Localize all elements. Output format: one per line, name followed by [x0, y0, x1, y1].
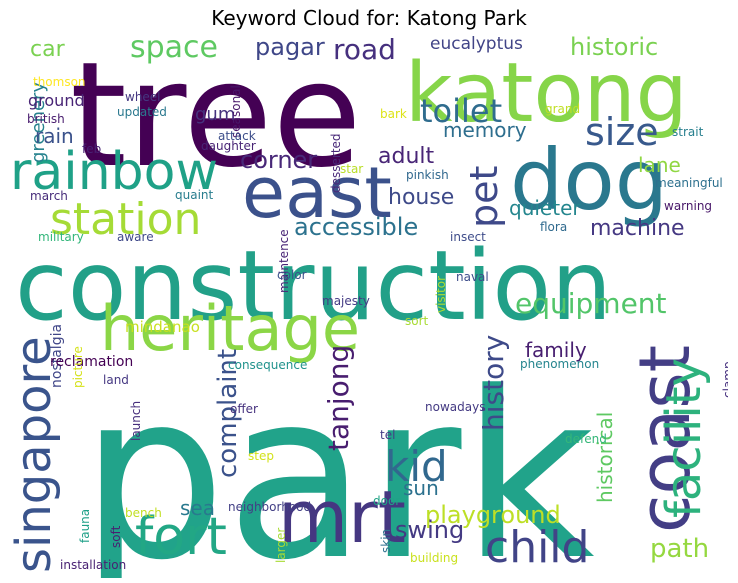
word-construction: construction	[15, 230, 612, 342]
word-memory: memory	[443, 118, 527, 142]
word-katong: katong	[405, 46, 688, 141]
word-cloud: park tree construction katong dog heritage eas…	[10, 33, 728, 578]
word-path: path	[650, 534, 710, 564]
word-rain: rain	[35, 124, 74, 148]
word-daughter: daughter	[201, 139, 256, 153]
word-naval: naval	[456, 270, 489, 284]
word-bark: bark	[380, 107, 407, 121]
word-pet: pet	[462, 165, 506, 228]
word-installation: installation	[60, 558, 127, 572]
word-consequence: consequence	[228, 358, 308, 372]
word-sort: sort	[405, 314, 429, 328]
word-color: color	[277, 268, 307, 282]
word-historic: historic	[570, 33, 659, 61]
word-clamp: clamp	[721, 361, 728, 398]
word-lane: lane	[638, 153, 681, 177]
word-family: family	[525, 338, 587, 362]
word-east: east	[242, 152, 392, 234]
word-swing: swing	[395, 516, 465, 544]
word-ground: ground	[28, 91, 85, 110]
word-eucalyptus: eucalyptus	[430, 34, 523, 54]
word-meaningful: meaningful	[655, 176, 723, 190]
word-strait: strait	[672, 125, 704, 139]
word-quaint: quaint	[175, 188, 214, 202]
word-phenomenon: phenomenon	[520, 357, 600, 371]
word-child: child	[485, 522, 590, 573]
word-historical: historical	[593, 411, 617, 503]
word-feb: feb	[82, 142, 102, 156]
word-bench: bench	[125, 506, 162, 520]
word-reclamation: reclamation	[50, 354, 134, 370]
word-larger: larger	[274, 527, 288, 563]
word-majesty: majesty	[322, 294, 370, 308]
word-corner: corner	[240, 146, 318, 174]
word-history: history	[477, 334, 510, 431]
word-picture: picture	[71, 346, 85, 388]
word-updated: updated	[117, 105, 167, 119]
word-step: step	[248, 449, 274, 463]
word-sea: sea	[180, 496, 215, 520]
word-military: military	[38, 230, 84, 244]
word-mrt: mrt	[278, 475, 406, 559]
word-sun: sun	[403, 476, 439, 500]
word-land: land	[103, 373, 129, 387]
word-nowadays: nowadays	[425, 400, 486, 414]
word-tel: tel	[380, 428, 396, 442]
word-kid: kid	[385, 442, 448, 491]
word-dog: dog	[510, 131, 669, 229]
word-quieter: quieter	[509, 196, 581, 220]
word-playground: playground	[425, 501, 561, 529]
word-building: building	[410, 551, 459, 565]
word-defend: defend	[565, 432, 607, 446]
word-offer: offer	[230, 402, 258, 416]
word-star: star	[340, 162, 364, 176]
word-gum: gum	[195, 104, 236, 125]
word-park: park	[80, 344, 595, 579]
word-space: space	[130, 33, 219, 65]
word-house: house	[388, 185, 455, 210]
word-toilet: toilet	[420, 92, 503, 130]
word-door: door	[373, 494, 401, 508]
word-british: british	[27, 112, 65, 126]
word-visitor: visitor	[434, 275, 448, 313]
word-soft: soft	[109, 525, 123, 548]
word-grand: grand	[545, 102, 581, 116]
word-tanjong: tanjong	[322, 344, 355, 451]
word-warning: warning	[664, 199, 713, 213]
cloud-title: Keyword Cloud for: Katong Park	[211, 6, 527, 30]
word-tree: tree	[70, 33, 362, 200]
word-skin: skin	[379, 528, 393, 553]
word-launch: launch	[129, 400, 143, 441]
word-adult: adult	[378, 144, 435, 169]
word-road: road	[333, 33, 396, 66]
word-equipment: equipment	[515, 287, 667, 320]
word-accessible: accessible	[294, 213, 419, 241]
word-wheel: wheel	[125, 90, 161, 104]
word-aware: aware	[117, 230, 154, 244]
word-fauna: fauna	[78, 508, 92, 543]
word-pinkish: pinkish	[406, 168, 449, 182]
word-neighborhood: neighborhood	[228, 500, 312, 514]
word-thomson: thomson	[33, 75, 86, 89]
word-pagar: pagar	[255, 33, 325, 61]
word-car: car	[30, 37, 65, 62]
word-mindanao: mindanao	[125, 318, 200, 336]
word-heritage: heritage	[100, 292, 360, 365]
word-facility: facility	[656, 358, 712, 518]
word-rainbow: rainbow	[10, 142, 218, 202]
word-station: station	[50, 194, 202, 245]
word-insect: insect	[450, 230, 486, 244]
word-flora: flora	[540, 220, 568, 234]
word-maintence: maintence	[277, 229, 291, 293]
word-march: march	[30, 189, 68, 203]
word-machine: machine	[590, 216, 685, 241]
word-size: size	[585, 110, 659, 154]
word-fort: fort	[135, 507, 227, 567]
word-attack: attack	[218, 129, 256, 143]
